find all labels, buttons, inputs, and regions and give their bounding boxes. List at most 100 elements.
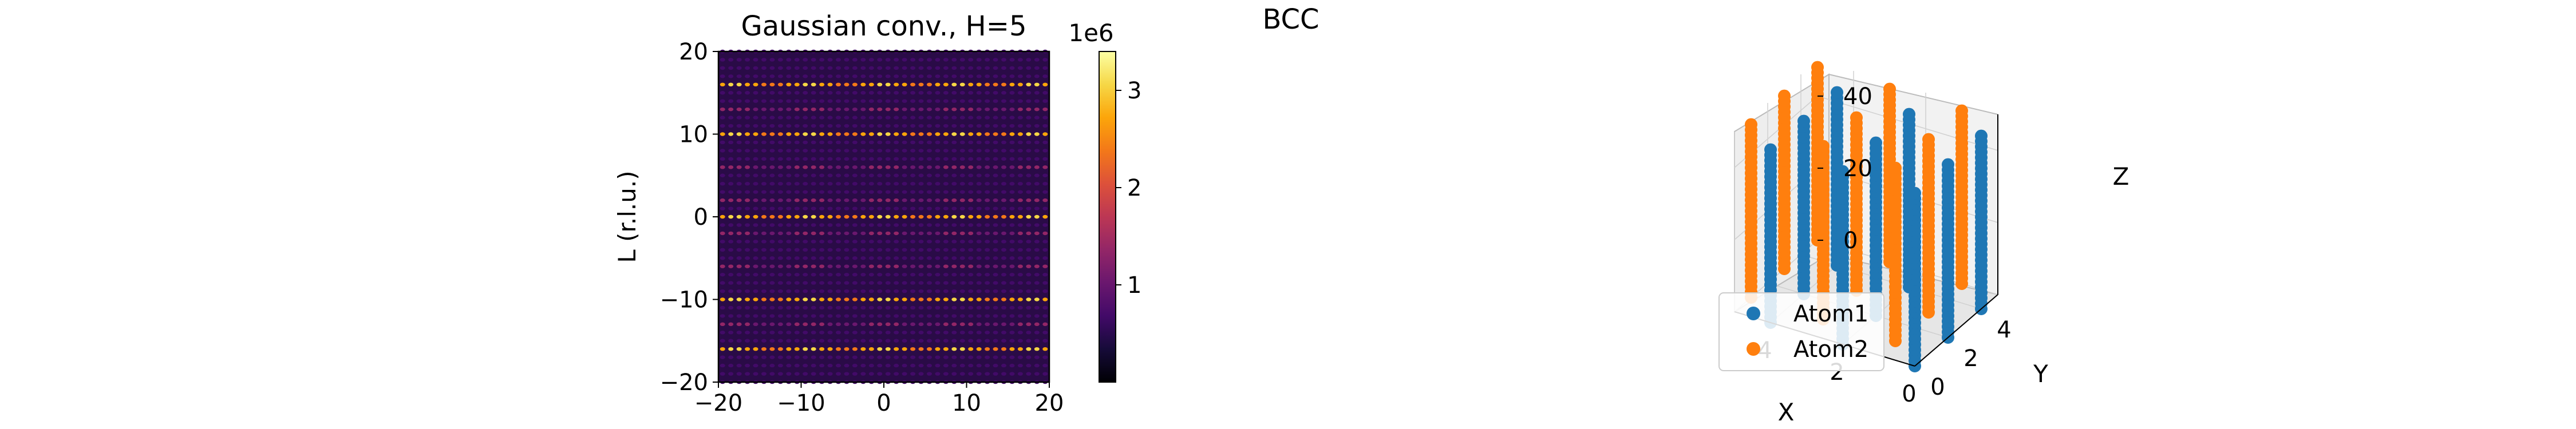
heatmap-peak xyxy=(968,355,974,359)
heatmap-peak xyxy=(985,248,990,252)
heatmap-peak xyxy=(877,66,883,70)
heatmap-peak xyxy=(1001,231,1007,236)
heatmap-peak xyxy=(803,99,808,103)
heatmap-peak xyxy=(951,190,957,194)
heatmap-peak xyxy=(794,66,800,70)
heatmap-peak xyxy=(819,74,825,78)
y-tick-label: 4 xyxy=(1997,317,2011,343)
heatmap-peak xyxy=(852,214,858,219)
heatmap-peak xyxy=(935,281,941,285)
heatmap-peak xyxy=(902,82,907,86)
heatmap-peak xyxy=(786,314,792,318)
heatmap-peak xyxy=(794,363,800,368)
heatmap-peak xyxy=(976,107,982,112)
heatmap-peak xyxy=(811,190,816,194)
heatmap-peak xyxy=(1042,173,1048,177)
scatter3d-z-axis-label: Z xyxy=(2113,162,2129,190)
heatmap-peak xyxy=(877,140,883,145)
heatmap-peak xyxy=(1009,165,1015,169)
heatmap-peak xyxy=(1017,173,1023,177)
heatmap-peak xyxy=(803,297,808,301)
heatmap-peak xyxy=(836,107,841,112)
heatmap-peak xyxy=(926,140,932,145)
heatmap-peak xyxy=(918,107,924,112)
heatmap-peak xyxy=(819,223,825,227)
heatmap-peak xyxy=(1026,339,1032,343)
heatmap-peak xyxy=(926,363,932,368)
heatmap-peak xyxy=(852,74,858,78)
heatmap-peak xyxy=(1026,165,1032,169)
heatmap-peak xyxy=(811,165,816,169)
heatmap-peak xyxy=(935,231,941,236)
scatter3d-y-axis-line xyxy=(1914,294,1998,367)
heatmap-peak xyxy=(985,231,990,236)
heatmap-peak xyxy=(811,58,816,62)
heatmap-peak xyxy=(852,331,858,335)
heatmap-peak xyxy=(1034,305,1040,310)
heatmap-peak xyxy=(894,173,899,177)
heatmap-peak xyxy=(993,91,998,95)
heatmap-peak xyxy=(736,124,742,128)
heatmap-peak xyxy=(794,149,800,153)
heatmap-peak xyxy=(910,124,916,128)
heatmap-peak xyxy=(959,198,965,202)
heatmap-peak xyxy=(811,363,816,368)
heatmap-peak xyxy=(761,214,767,219)
heatmap-peak xyxy=(910,99,916,103)
heatmap-peak xyxy=(1042,281,1048,285)
heatmap-peak xyxy=(786,198,792,202)
heatmap-peak xyxy=(720,74,725,78)
heatmap-peak xyxy=(976,331,982,335)
heatmap-peak xyxy=(1001,305,1007,310)
heatmap-peak xyxy=(745,182,750,186)
heatmap-peak xyxy=(968,157,974,161)
heatmap-peak xyxy=(720,206,725,210)
heatmap-peak xyxy=(985,132,990,136)
heatmap-peak xyxy=(1042,124,1048,128)
z-tick-label: 40 xyxy=(1843,84,1872,110)
heatmap-peak xyxy=(1017,314,1023,318)
heatmap-peak xyxy=(1042,149,1048,153)
heatmap-peak xyxy=(959,149,965,153)
heatmap-peak xyxy=(794,339,800,343)
heatmap-peak xyxy=(877,165,883,169)
heatmap-peak xyxy=(902,66,907,70)
heatmap-peak xyxy=(902,305,907,310)
heatmap-peak xyxy=(1001,165,1007,169)
heatmap-peak xyxy=(819,182,825,186)
z-tick-label: 20 xyxy=(1843,156,1872,182)
heatmap-peak xyxy=(868,206,874,210)
heatmap-peak xyxy=(720,339,725,343)
heatmap-peak xyxy=(852,305,858,310)
heatmap-peak xyxy=(736,264,742,268)
heatmap-peak xyxy=(910,66,916,70)
heatmap-peak xyxy=(761,322,767,327)
heatmap-peak xyxy=(868,347,874,351)
heatmap-peak xyxy=(1009,322,1015,327)
heatmap-peak xyxy=(794,256,800,260)
heatmap-peak xyxy=(1034,240,1040,244)
heatmap-peak xyxy=(753,165,758,169)
heatmap-peak xyxy=(852,91,858,95)
x-tick-label: −10 xyxy=(777,390,825,416)
heatmap-peak xyxy=(1017,231,1023,236)
y-tick-label: 10 xyxy=(679,122,708,148)
heatmap-peak xyxy=(985,116,990,120)
heatmap-peak xyxy=(894,124,899,128)
heatmap-peak xyxy=(794,240,800,244)
heatmap-peak xyxy=(951,116,957,120)
heatmap-peak xyxy=(951,289,957,293)
heatmap-peak xyxy=(769,116,775,120)
heatmap-peak xyxy=(894,190,899,194)
heatmap-peak xyxy=(844,198,850,202)
heatmap-peak xyxy=(803,140,808,145)
heatmap-peak xyxy=(926,157,932,161)
heatmap-peak xyxy=(803,322,808,327)
heatmap-peak xyxy=(985,165,990,169)
scatter3d-panel: 02402402040 X Y Z Atom1 Atom2 xyxy=(1718,61,2129,426)
heatmap-peak xyxy=(736,149,742,153)
heatmap-peak xyxy=(902,363,907,368)
heatmap-peak xyxy=(1001,99,1007,103)
heatmap-peak xyxy=(761,165,767,169)
